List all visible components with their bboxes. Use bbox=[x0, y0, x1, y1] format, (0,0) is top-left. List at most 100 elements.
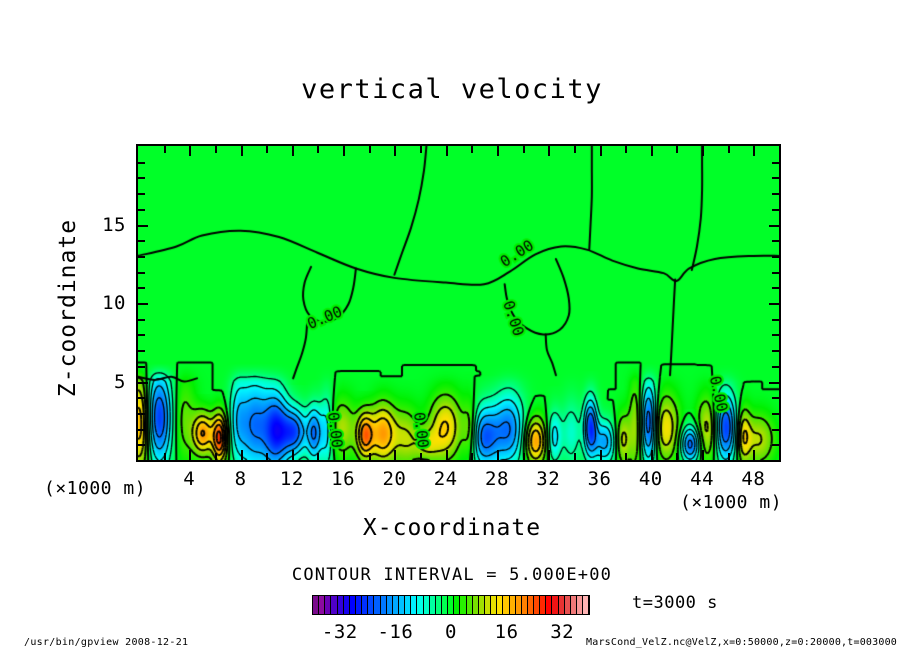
x-tick-top-28 bbox=[497, 146, 499, 156]
y-tick-right-5 bbox=[769, 382, 779, 384]
y-tick-right-10 bbox=[769, 303, 779, 305]
y-tick-5 bbox=[138, 382, 148, 384]
x-tick-8 bbox=[241, 450, 243, 460]
x-tick-24 bbox=[446, 450, 448, 460]
contour-interval-label: CONTOUR INTERVAL = 5.000E+00 bbox=[0, 565, 904, 585]
y-axis-label: Z-coordinate bbox=[55, 208, 81, 408]
y-tick-right-7 bbox=[772, 350, 779, 352]
x-tick-top-10 bbox=[266, 146, 268, 153]
x-tick-14 bbox=[317, 453, 319, 460]
x-tick-30 bbox=[523, 453, 525, 460]
y-tick-label-10: 10 bbox=[96, 292, 126, 314]
y-tick-right-8 bbox=[772, 334, 779, 336]
x-tick-top-14 bbox=[317, 146, 319, 153]
x-tick-12 bbox=[292, 450, 294, 460]
x-tick-top-24 bbox=[446, 146, 448, 156]
x-tick-top-18 bbox=[369, 146, 371, 153]
x-axis-units-left: (×1000 m) bbox=[44, 478, 146, 499]
colorbar-label-4: 32 bbox=[532, 621, 592, 643]
y-tick-right-15 bbox=[769, 225, 779, 227]
y-tick-right-11 bbox=[772, 287, 779, 289]
y-tick-right-12 bbox=[772, 272, 779, 274]
x-tick-20 bbox=[394, 450, 396, 460]
y-tick-right-1 bbox=[772, 444, 779, 446]
x-tick-top-36 bbox=[600, 146, 602, 156]
x-tick-top-8 bbox=[241, 146, 243, 156]
y-tick-right-18 bbox=[772, 177, 779, 179]
x-tick-top-16 bbox=[343, 146, 345, 156]
x-tick-top-38 bbox=[625, 146, 627, 153]
x-tick-46 bbox=[728, 453, 730, 460]
x-tick-42 bbox=[676, 453, 678, 460]
x-tick-28 bbox=[497, 450, 499, 460]
x-tick-top-30 bbox=[523, 146, 525, 153]
x-tick-4 bbox=[189, 450, 191, 460]
x-tick-34 bbox=[574, 453, 576, 460]
y-tick-13 bbox=[138, 256, 145, 258]
y-tick-1 bbox=[138, 444, 145, 446]
x-tick-36 bbox=[600, 450, 602, 460]
x-tick-2 bbox=[164, 453, 166, 460]
x-tick-top-26 bbox=[471, 146, 473, 153]
y-tick-6 bbox=[138, 366, 145, 368]
x-tick-top-4 bbox=[189, 146, 191, 156]
y-tick-18 bbox=[138, 177, 145, 179]
y-tick-right-16 bbox=[772, 209, 779, 211]
x-tick-top-20 bbox=[394, 146, 396, 156]
colorbar bbox=[312, 595, 590, 615]
y-tick-right-13 bbox=[772, 256, 779, 258]
x-tick-10 bbox=[266, 453, 268, 460]
y-tick-right-6 bbox=[772, 366, 779, 368]
y-tick-15 bbox=[138, 225, 148, 227]
x-tick-top-2 bbox=[164, 146, 166, 153]
y-tick-9 bbox=[138, 319, 145, 321]
x-axis-units-right: (×1000 m) bbox=[680, 492, 782, 513]
y-tick-17 bbox=[138, 193, 145, 195]
time-annotation: t=3000 s bbox=[632, 593, 718, 613]
x-tick-32 bbox=[548, 450, 550, 460]
y-tick-right-4 bbox=[772, 397, 779, 399]
colorbar-label-1: -16 bbox=[365, 621, 425, 643]
y-tick-3 bbox=[138, 413, 145, 415]
footer-command-text: /usr/bin/gpview 2008-12-21 bbox=[24, 637, 188, 648]
footer-dataset-text: MarsCond_VelZ.nc@VelZ,x=0:50000,z=0:2000… bbox=[586, 637, 897, 648]
y-tick-7 bbox=[138, 350, 145, 352]
colorbar-swatch-44 bbox=[583, 596, 589, 614]
page-title: vertical velocity bbox=[0, 74, 904, 105]
y-tick-8 bbox=[138, 334, 145, 336]
y-tick-label-15: 15 bbox=[96, 214, 126, 236]
x-tick-top-12 bbox=[292, 146, 294, 156]
x-axis-label: X-coordinate bbox=[0, 515, 904, 541]
x-tick-top-48 bbox=[753, 146, 755, 156]
y-tick-12 bbox=[138, 272, 145, 274]
x-tick-top-44 bbox=[702, 146, 704, 156]
x-tick-18 bbox=[369, 453, 371, 460]
x-tick-26 bbox=[471, 453, 473, 460]
colorbar-label-3: 16 bbox=[477, 621, 537, 643]
y-tick-right-17 bbox=[772, 193, 779, 195]
x-tick-label-48: 48 bbox=[723, 468, 783, 490]
y-tick-right-14 bbox=[772, 240, 779, 242]
contour-field-canvas bbox=[138, 146, 779, 460]
plot-area bbox=[136, 144, 781, 462]
y-tick-10 bbox=[138, 303, 148, 305]
x-tick-16 bbox=[343, 450, 345, 460]
x-tick-top-22 bbox=[420, 146, 422, 153]
y-tick-11 bbox=[138, 287, 145, 289]
y-tick-right-2 bbox=[772, 429, 779, 431]
y-tick-19 bbox=[138, 162, 145, 164]
x-tick-40 bbox=[651, 450, 653, 460]
x-tick-top-6 bbox=[215, 146, 217, 153]
y-tick-right-3 bbox=[772, 413, 779, 415]
x-tick-top-32 bbox=[548, 146, 550, 156]
y-tick-right-19 bbox=[772, 162, 779, 164]
x-tick-38 bbox=[625, 453, 627, 460]
x-tick-48 bbox=[753, 450, 755, 460]
y-tick-16 bbox=[138, 209, 145, 211]
colorbar-label-2: 0 bbox=[421, 621, 481, 643]
x-tick-22 bbox=[420, 453, 422, 460]
y-tick-2 bbox=[138, 429, 145, 431]
y-tick-label-5: 5 bbox=[96, 371, 126, 393]
x-tick-44 bbox=[702, 450, 704, 460]
x-tick-6 bbox=[215, 453, 217, 460]
